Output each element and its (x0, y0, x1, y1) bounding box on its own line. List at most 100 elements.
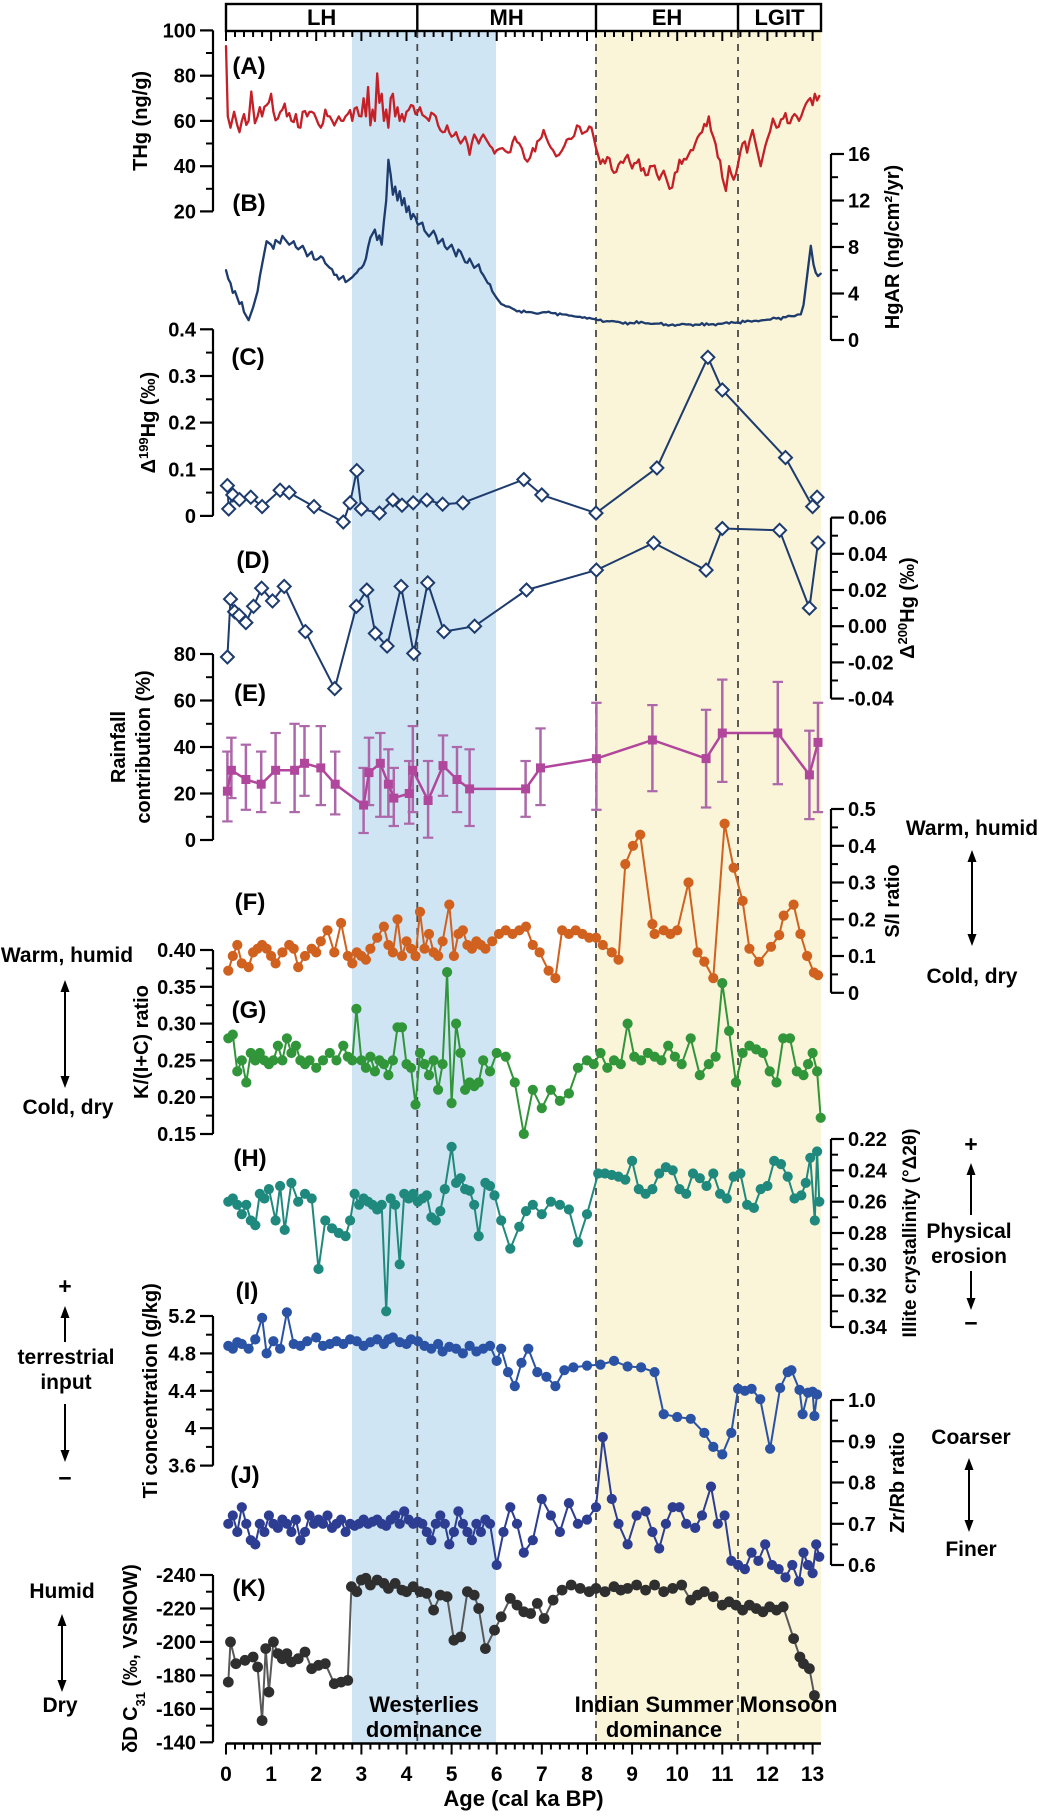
svg-text:0.22: 0.22 (848, 1129, 887, 1151)
svg-text:erosion: erosion (931, 1245, 1007, 1268)
svg-text:11: 11 (711, 1763, 734, 1786)
svg-text:100: 100 (163, 20, 196, 42)
svg-text:(A): (A) (232, 53, 265, 80)
svg-text:Warm, humid: Warm, humid (1, 944, 133, 967)
svg-text:-220: -220 (156, 1598, 196, 1620)
svg-text:0.15: 0.15 (157, 1124, 196, 1146)
svg-text:0.32: 0.32 (848, 1286, 887, 1308)
svg-text:Westerlies: Westerlies (369, 1692, 479, 1717)
svg-text:12: 12 (756, 1763, 779, 1786)
svg-text:0: 0 (185, 506, 196, 528)
svg-text:dominance: dominance (606, 1717, 722, 1742)
svg-text:Cold, dry: Cold, dry (926, 965, 1017, 988)
svg-text:4: 4 (185, 1418, 197, 1440)
svg-text:0: 0 (185, 830, 196, 852)
svg-text:-0.02: -0.02 (848, 652, 894, 674)
svg-text:−: − (964, 1310, 977, 1336)
svg-text:S/I ratio: S/I ratio (882, 864, 904, 937)
svg-text:(I): (I) (236, 1278, 259, 1305)
svg-text:0.20: 0.20 (157, 1087, 196, 1109)
svg-text:80: 80 (174, 644, 196, 666)
svg-text:4: 4 (848, 284, 860, 306)
svg-text:0.00: 0.00 (848, 616, 887, 638)
svg-text:Warm, humid: Warm, humid (906, 817, 1038, 840)
svg-text:Zr/Rb ratio: Zr/Rb ratio (887, 1432, 909, 1533)
svg-text:contribution (%): contribution (%) (133, 670, 155, 823)
svg-text:0.30: 0.30 (848, 1254, 887, 1276)
svg-text:0.02: 0.02 (848, 580, 887, 602)
svg-text:0.4: 0.4 (848, 836, 877, 858)
svg-text:+: + (58, 1273, 71, 1299)
svg-text:7: 7 (536, 1763, 548, 1786)
svg-text:Ti concentration (g/kg): Ti concentration (g/kg) (140, 1283, 162, 1498)
svg-text:0.25: 0.25 (157, 1050, 196, 1072)
svg-text:2: 2 (310, 1763, 322, 1786)
svg-text:0.26: 0.26 (848, 1192, 887, 1214)
svg-text:Coarser: Coarser (931, 1426, 1010, 1449)
svg-text:0.40: 0.40 (157, 940, 196, 962)
svg-text:0.7: 0.7 (848, 1514, 876, 1536)
svg-text:MH: MH (490, 5, 524, 30)
svg-text:terrestrial: terrestrial (18, 1346, 115, 1369)
svg-text:8: 8 (848, 237, 859, 259)
svg-text:60: 60 (174, 111, 196, 133)
svg-text:(K): (K) (232, 1575, 265, 1602)
svg-text:8: 8 (581, 1763, 593, 1786)
svg-text:13: 13 (801, 1763, 824, 1786)
svg-text:Dry: Dry (42, 1694, 77, 1717)
svg-text:dominance: dominance (366, 1717, 482, 1742)
svg-text:Rainfall: Rainfall (108, 711, 130, 783)
svg-text:Humid: Humid (29, 1580, 94, 1603)
svg-text:3.6: 3.6 (168, 1456, 196, 1478)
svg-text:Illite crystallinity (°Δ2θ): Illite crystallinity (°Δ2θ) (900, 1129, 921, 1338)
svg-text:(H): (H) (233, 1145, 266, 1172)
svg-text:0.2: 0.2 (848, 909, 876, 931)
svg-text:Finer: Finer (945, 1538, 996, 1561)
svg-text:(C): (C) (231, 344, 264, 371)
svg-text:9: 9 (626, 1763, 638, 1786)
svg-text:0: 0 (848, 330, 859, 352)
svg-text:16: 16 (848, 144, 870, 166)
svg-text:Physical: Physical (926, 1220, 1011, 1243)
svg-text:80: 80 (174, 66, 196, 88)
svg-text:0.5: 0.5 (848, 799, 876, 821)
svg-text:input: input (40, 1371, 91, 1394)
svg-text:0.6: 0.6 (848, 1555, 876, 1577)
svg-text:0: 0 (848, 983, 859, 1005)
svg-text:−: − (58, 1465, 71, 1491)
svg-text:-140: -140 (156, 1732, 196, 1754)
svg-text:3: 3 (356, 1763, 368, 1786)
svg-text:0.9: 0.9 (848, 1431, 876, 1453)
svg-text:0.28: 0.28 (848, 1223, 887, 1245)
svg-text:-200: -200 (156, 1632, 196, 1654)
svg-text:0.34: 0.34 (848, 1317, 888, 1339)
svg-text:0.3: 0.3 (848, 873, 876, 895)
svg-text:(E): (E) (234, 680, 266, 707)
svg-text:-180: -180 (156, 1665, 196, 1687)
svg-text:1.0: 1.0 (848, 1390, 876, 1412)
svg-text:20: 20 (174, 201, 196, 223)
svg-text:0.3: 0.3 (168, 366, 196, 388)
svg-text:K/(I+C) ratio: K/(I+C) ratio (131, 985, 153, 1099)
svg-text:(D): (D) (236, 547, 269, 574)
svg-text:-0.04: -0.04 (848, 689, 894, 711)
svg-text:LGIT: LGIT (754, 5, 805, 30)
svg-text:Cold, dry: Cold, dry (22, 1096, 113, 1119)
svg-text:6: 6 (491, 1763, 503, 1786)
svg-text:4: 4 (401, 1763, 413, 1786)
svg-text:EH: EH (652, 5, 683, 30)
svg-text:0.24: 0.24 (848, 1160, 888, 1182)
svg-text:(G): (G) (232, 997, 267, 1024)
svg-text:20: 20 (174, 784, 196, 806)
svg-text:Age (cal ka BP): Age (cal ka BP) (443, 1786, 603, 1811)
svg-text:0.4: 0.4 (168, 319, 197, 341)
svg-text:-240: -240 (156, 1565, 196, 1587)
svg-text:(J): (J) (230, 1462, 259, 1489)
svg-text:0.04: 0.04 (848, 544, 888, 566)
svg-text:40: 40 (174, 156, 196, 178)
svg-text:0.1: 0.1 (168, 459, 196, 481)
svg-text:5: 5 (446, 1763, 458, 1786)
svg-text:THg (ng/g): THg (ng/g) (130, 71, 152, 171)
svg-text:0.06: 0.06 (848, 508, 887, 530)
svg-text:60: 60 (174, 691, 196, 713)
